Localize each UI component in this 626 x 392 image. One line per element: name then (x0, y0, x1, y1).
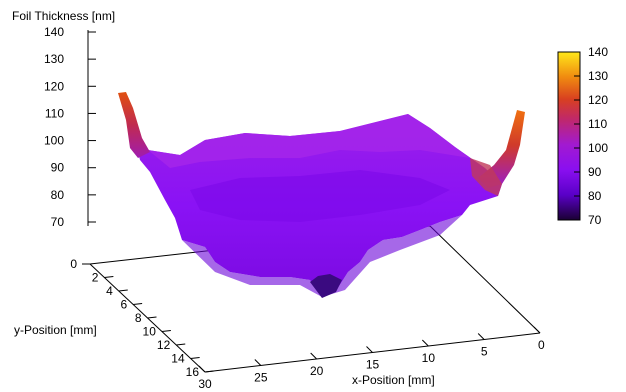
y-tick-label: 10 (143, 325, 157, 339)
x-tick-mark (533, 326, 541, 334)
x-tick-mark (366, 346, 373, 353)
colorbar-tick-label: 80 (588, 189, 602, 203)
y-tick-label: 14 (171, 352, 185, 366)
z-axis: 140 130 120 110 100 90 80 70 0 Foil Thickness [… (12, 9, 115, 271)
colorbar-tick-label: 130 (588, 69, 608, 83)
x-tick-mark (477, 333, 485, 340)
z-tick-label: 90 (51, 161, 65, 175)
surface-rim-highlight (148, 114, 470, 168)
x-tick-label: 5 (481, 345, 488, 359)
y-tick-label: 4 (106, 284, 113, 298)
x-tick-label: 30 (198, 377, 212, 391)
colorbar-tick-label: 70 (588, 213, 602, 227)
x-tick-mark (310, 352, 318, 360)
surface-front-shade (182, 215, 462, 297)
y-tick-mark (161, 330, 171, 332)
z-tick-label: 110 (45, 106, 64, 120)
x-tick-mark (254, 359, 262, 366)
colorbar-tick-label: 110 (588, 117, 607, 131)
z-tick-label: 130 (44, 52, 64, 66)
colorbar-tick-label: 100 (588, 141, 608, 155)
y-axis-title: y-Position [mm] (14, 323, 97, 337)
thickness-surface (118, 92, 525, 298)
left-edge-spike (118, 92, 150, 158)
x-tick-label: 20 (310, 364, 324, 378)
colorbar: 140 130 120 110 100 90 80 70 (557, 45, 608, 227)
y-tick-mark (176, 343, 186, 346)
x-tick-label: 0 (538, 338, 545, 352)
z-tick-label: 80 (51, 188, 65, 202)
surface-basin-shade (190, 170, 450, 222)
right-edge-band (470, 158, 502, 196)
x-tick-label: 15 (366, 358, 380, 372)
z-axis-title: Foil Thickness [nm] (12, 9, 115, 23)
y-tick-mark (133, 303, 143, 305)
y-tick-mark (118, 289, 128, 292)
x-tick-label: 25 (254, 371, 268, 385)
colorbar-tick-label: 90 (588, 165, 602, 179)
surface-dip (310, 274, 342, 298)
z-tick-label: 70 (51, 215, 65, 229)
colorbar-tick-label: 120 (588, 93, 608, 107)
x-tick-mark (421, 339, 429, 347)
y-tick-label: 12 (157, 338, 171, 352)
y-tick-label: 2 (92, 271, 99, 285)
x-tick-mark (198, 365, 206, 373)
y-tick-label: 16 (186, 365, 200, 379)
colorbar-gradient (557, 51, 581, 221)
y-tick-mark (190, 357, 200, 359)
colorbar-tick-label: 140 (588, 45, 608, 59)
z-tick-label: 140 (44, 25, 64, 39)
z-tick-label: 120 (44, 79, 64, 93)
x-axis-title: x-Position [mm] (352, 373, 435, 387)
y-tick-mark (147, 316, 157, 319)
y-tick-label: 8 (135, 311, 142, 325)
z-floor-tick-label: 0 (70, 257, 77, 271)
y-tick-label: 6 (120, 298, 127, 312)
y-tick-mark (104, 276, 114, 278)
z-tick-label: 100 (44, 134, 64, 148)
y-tick-mark (204, 370, 215, 373)
x-tick-label: 10 (422, 351, 436, 365)
